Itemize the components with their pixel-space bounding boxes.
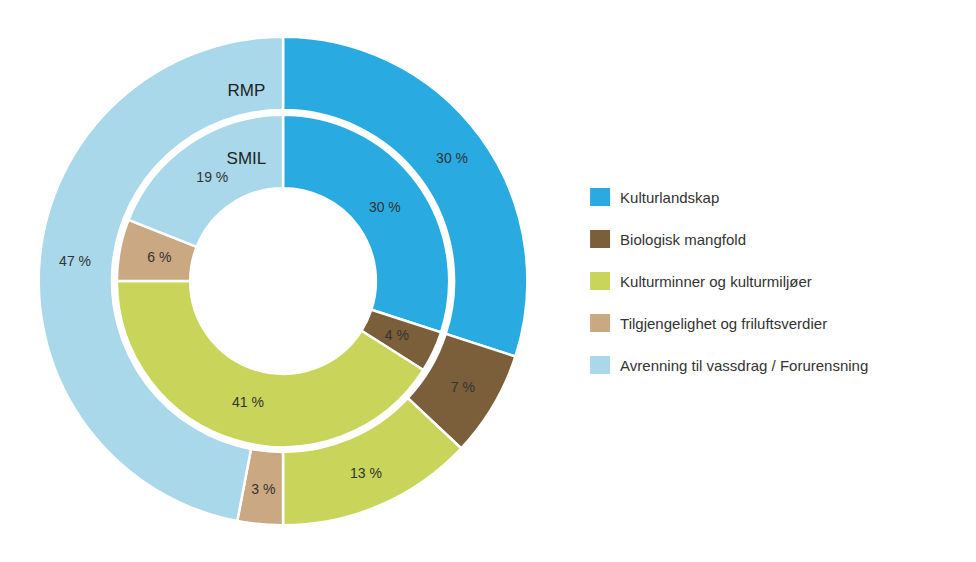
data-label: 30 % bbox=[369, 199, 401, 215]
data-labels: 30 % 7 % 13 % 3 % 47 % bbox=[59, 150, 475, 497]
data-label: 7 % bbox=[451, 379, 475, 395]
donut-slice bbox=[39, 37, 283, 521]
chart-container: 30 % 7 % 13 % 3 % 47 % RMP 30 % 4 % 41 % 6 % 19 %S… bbox=[0, 0, 976, 562]
legend-label: Avrenning til vassdrag / Forurensning bbox=[620, 357, 868, 374]
data-label: 3 % bbox=[251, 481, 275, 497]
donut-slice bbox=[129, 115, 283, 247]
legend-swatch bbox=[590, 230, 610, 248]
legend-label: Kulturminner og kulturmiljøer bbox=[620, 273, 812, 290]
donut: 30 % 7 % 13 % 3 % 47 % RMP 30 % 4 % 41 % 6 % 19 %S… bbox=[39, 37, 528, 526]
legend-swatch bbox=[590, 314, 610, 332]
data-label: 41 % bbox=[232, 394, 264, 410]
legend-item: Biologisk mangfold bbox=[590, 230, 746, 248]
labels: 30 % 7 % 13 % 3 % 47 % RMP 30 % 4 % 41 % 6 % 19 %S… bbox=[59, 81, 475, 497]
data-label: 19 % bbox=[196, 169, 228, 185]
legend-item: Tilgjengelighet og friluftsverdier bbox=[590, 314, 827, 332]
data-label: 13 % bbox=[350, 465, 382, 481]
donut-slice bbox=[283, 115, 449, 333]
legend-swatch bbox=[590, 188, 610, 206]
ring-label: SMIL bbox=[227, 149, 267, 168]
legend-label: Tilgjengelighet og friluftsverdier bbox=[620, 315, 827, 332]
donut-slice bbox=[117, 281, 423, 447]
ring bbox=[117, 115, 449, 447]
rings bbox=[39, 37, 528, 526]
legend-swatch bbox=[590, 272, 610, 290]
donut-slice bbox=[283, 37, 527, 357]
data-labels: 30 % 4 % 41 % 6 % 19 % bbox=[147, 169, 409, 410]
legend-label: Kulturlandskap bbox=[620, 189, 719, 206]
legend-item: Kulturminner og kulturmiljøer bbox=[590, 272, 812, 290]
legend-item: Kulturlandskap bbox=[590, 188, 719, 206]
data-label: 30 % bbox=[436, 150, 468, 166]
legend-label: Biologisk mangfold bbox=[620, 231, 746, 248]
ring bbox=[39, 37, 528, 526]
legend: Kulturlandskap Biologisk mangfold Kulturmi… bbox=[590, 188, 868, 374]
legend-item: Avrenning til vassdrag / Forurensning bbox=[590, 356, 868, 374]
data-label: 6 % bbox=[147, 249, 171, 265]
legend-swatch bbox=[590, 356, 610, 374]
ring-label: RMP bbox=[227, 81, 265, 100]
data-label: 47 % bbox=[59, 253, 91, 269]
chart-svg: 30 % 7 % 13 % 3 % 47 % RMP 30 % 4 % 41 % 6 % 19 %S… bbox=[0, 0, 976, 562]
data-label: 4 % bbox=[385, 327, 409, 343]
